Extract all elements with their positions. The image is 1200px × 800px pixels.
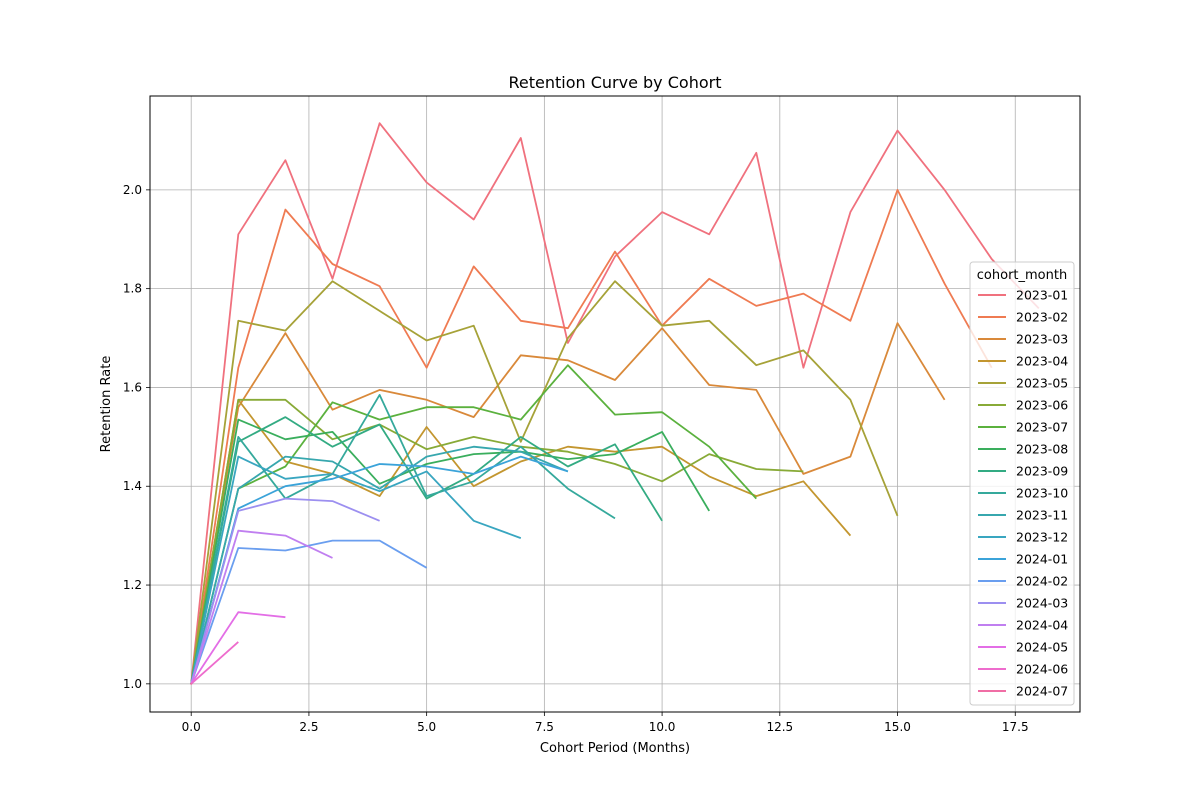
legend-label-2023-08: 2023-08: [1016, 442, 1068, 457]
series-line-2023-05: [190, 280, 899, 684]
legend-label-2023-02: 2023-02: [1016, 310, 1068, 325]
series-line-2023-11: [190, 445, 569, 685]
y-tick-label: 1.6: [123, 380, 142, 394]
series-line-2023-04: [190, 398, 852, 684]
x-axis-label: Cohort Period (Months): [540, 741, 690, 756]
legend-label-2024-05: 2024-05: [1016, 640, 1068, 655]
legend-label-2023-05: 2023-05: [1016, 376, 1068, 391]
y-axis-ticks: 1.0 1.2 1.4 1.6 1.8 2.0: [123, 183, 150, 691]
legend-label-2023-04: 2023-04: [1016, 354, 1068, 369]
axes-frame: [149, 95, 1081, 713]
series-line-2023-01: [190, 122, 1040, 684]
series-line-2023-08: [190, 418, 710, 684]
series-line-2024-03: [190, 497, 380, 685]
y-axis-label: Retention Rate: [99, 356, 114, 453]
x-tick-label: 17.5: [1002, 720, 1029, 734]
x-tick-label: 7.5: [535, 720, 554, 734]
legend-label-2023-10: 2023-10: [1016, 486, 1068, 501]
series-line-2023-12: [190, 455, 522, 684]
legend-items: 2023-01 2023-02 2023-03 2023-04 2023-05 2023-…: [978, 288, 1068, 699]
series-lines: [190, 122, 1040, 685]
series-line-2024-05: [190, 611, 286, 685]
series-line-2023-07: [190, 364, 757, 685]
legend-label-2023-12: 2023-12: [1016, 530, 1068, 545]
chart-title: Retention Curve by Cohort: [509, 73, 722, 92]
x-tick-label: 15.0: [884, 720, 911, 734]
x-tick-label: 10.0: [649, 720, 676, 734]
legend-label-2023-11: 2023-11: [1016, 508, 1068, 523]
series-point-2024-07: [190, 682, 193, 685]
legend-label-2024-07: 2024-07: [1016, 684, 1068, 699]
legend-label-2023-07: 2023-07: [1016, 420, 1068, 435]
legend-label-2023-06: 2023-06: [1016, 398, 1068, 413]
x-tick-label: 5.0: [417, 720, 436, 734]
y-tick-label: 1.4: [123, 479, 142, 493]
x-axis-ticks: 0.0 2.5 5.0 7.5 10.0 12.5 15.0 17.5: [182, 712, 1029, 734]
series-line-2024-01: [190, 455, 569, 685]
x-tick-label: 2.5: [299, 720, 318, 734]
legend-label-2023-01: 2023-01: [1016, 288, 1068, 303]
series-line-2023-02: [190, 188, 993, 684]
y-tick-label: 1.2: [123, 578, 142, 592]
series-line-2024-04: [190, 529, 333, 685]
x-tick-label: 0.0: [182, 720, 201, 734]
series-line-2023-06: [190, 398, 804, 684]
legend-label-2024-01: 2024-01: [1016, 552, 1068, 567]
legend-label-2023-03: 2023-03: [1016, 332, 1068, 347]
legend-label-2023-09: 2023-09: [1016, 464, 1068, 479]
series-line-2024-02: [190, 539, 428, 685]
y-tick-label: 1.0: [123, 677, 142, 691]
legend-label-2024-02: 2024-02: [1016, 574, 1068, 589]
legend-label-2024-03: 2024-03: [1016, 596, 1068, 611]
series-line-2023-09: [190, 416, 663, 684]
legend-title: cohort_month: [977, 268, 1067, 283]
legend-box: [969, 261, 1075, 706]
legend-label-2024-04: 2024-04: [1016, 618, 1068, 633]
series-line-2023-03: [190, 322, 946, 684]
y-tick-label: 2.0: [123, 183, 142, 197]
legend-label-2024-06: 2024-06: [1016, 662, 1068, 677]
grid: [150, 96, 1080, 712]
series-line-2024-06: [190, 641, 239, 685]
y-tick-label: 1.8: [123, 282, 142, 296]
x-tick-label: 12.5: [766, 720, 793, 734]
legend: cohort_month 2023-012023-022023-032023-0…: [969, 261, 1075, 706]
